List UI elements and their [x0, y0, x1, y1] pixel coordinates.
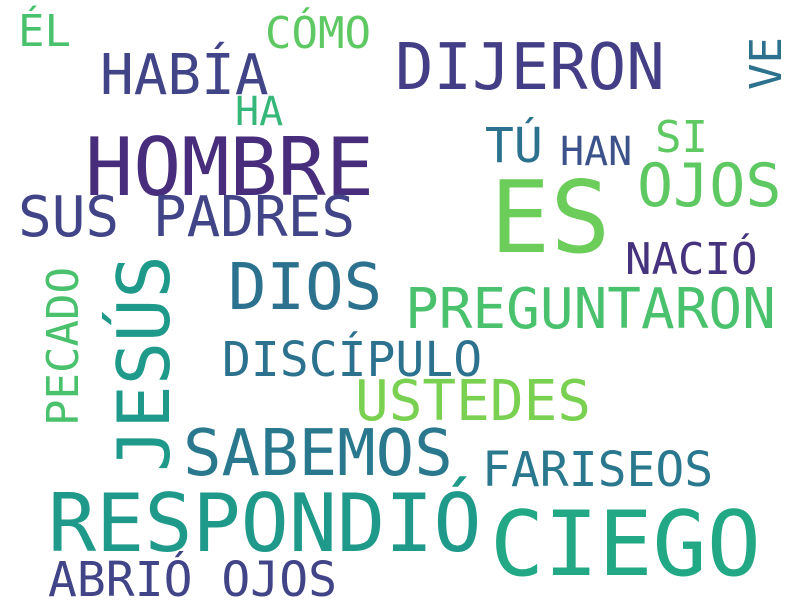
- word-ha: HA: [235, 89, 284, 135]
- word-tu: TÚ: [485, 118, 543, 174]
- word-ciego: CIEGO: [490, 492, 761, 597]
- word-discipulo: DISCÍPULO: [222, 332, 483, 388]
- word-habia: HABÍA: [100, 43, 269, 108]
- word-ve: VE: [741, 37, 792, 90]
- word-han: HAN: [560, 129, 633, 175]
- word-es: ES: [490, 159, 611, 276]
- word-sabemos: SABEMOS: [183, 417, 453, 491]
- word-nacio: NACIÓ: [625, 234, 758, 285]
- word-si: SI: [655, 112, 708, 163]
- word-como: CÓMO: [265, 8, 371, 59]
- word-fariseos: FARISEOS: [482, 442, 714, 498]
- word-dios: DIOS: [228, 251, 383, 325]
- word-hombre: HOMBRE: [85, 121, 374, 214]
- word-abrio-ojos: ABRIÓ OJOS: [48, 552, 337, 600]
- word-el: ÉL: [18, 6, 71, 57]
- word-jesus: JESÚS: [102, 255, 186, 472]
- word-respondio: RESPONDIÓ: [48, 477, 482, 570]
- word-ustedes: USTEDES: [355, 369, 592, 434]
- word-ojos: OJOS: [637, 151, 782, 221]
- word-dijeron: DIJERON: [395, 31, 665, 105]
- word-preguntaron: PREGUNTARON: [405, 277, 776, 342]
- word-sus-padres: SUS PADRES: [18, 185, 356, 250]
- word-pecado: PECADO: [38, 267, 89, 426]
